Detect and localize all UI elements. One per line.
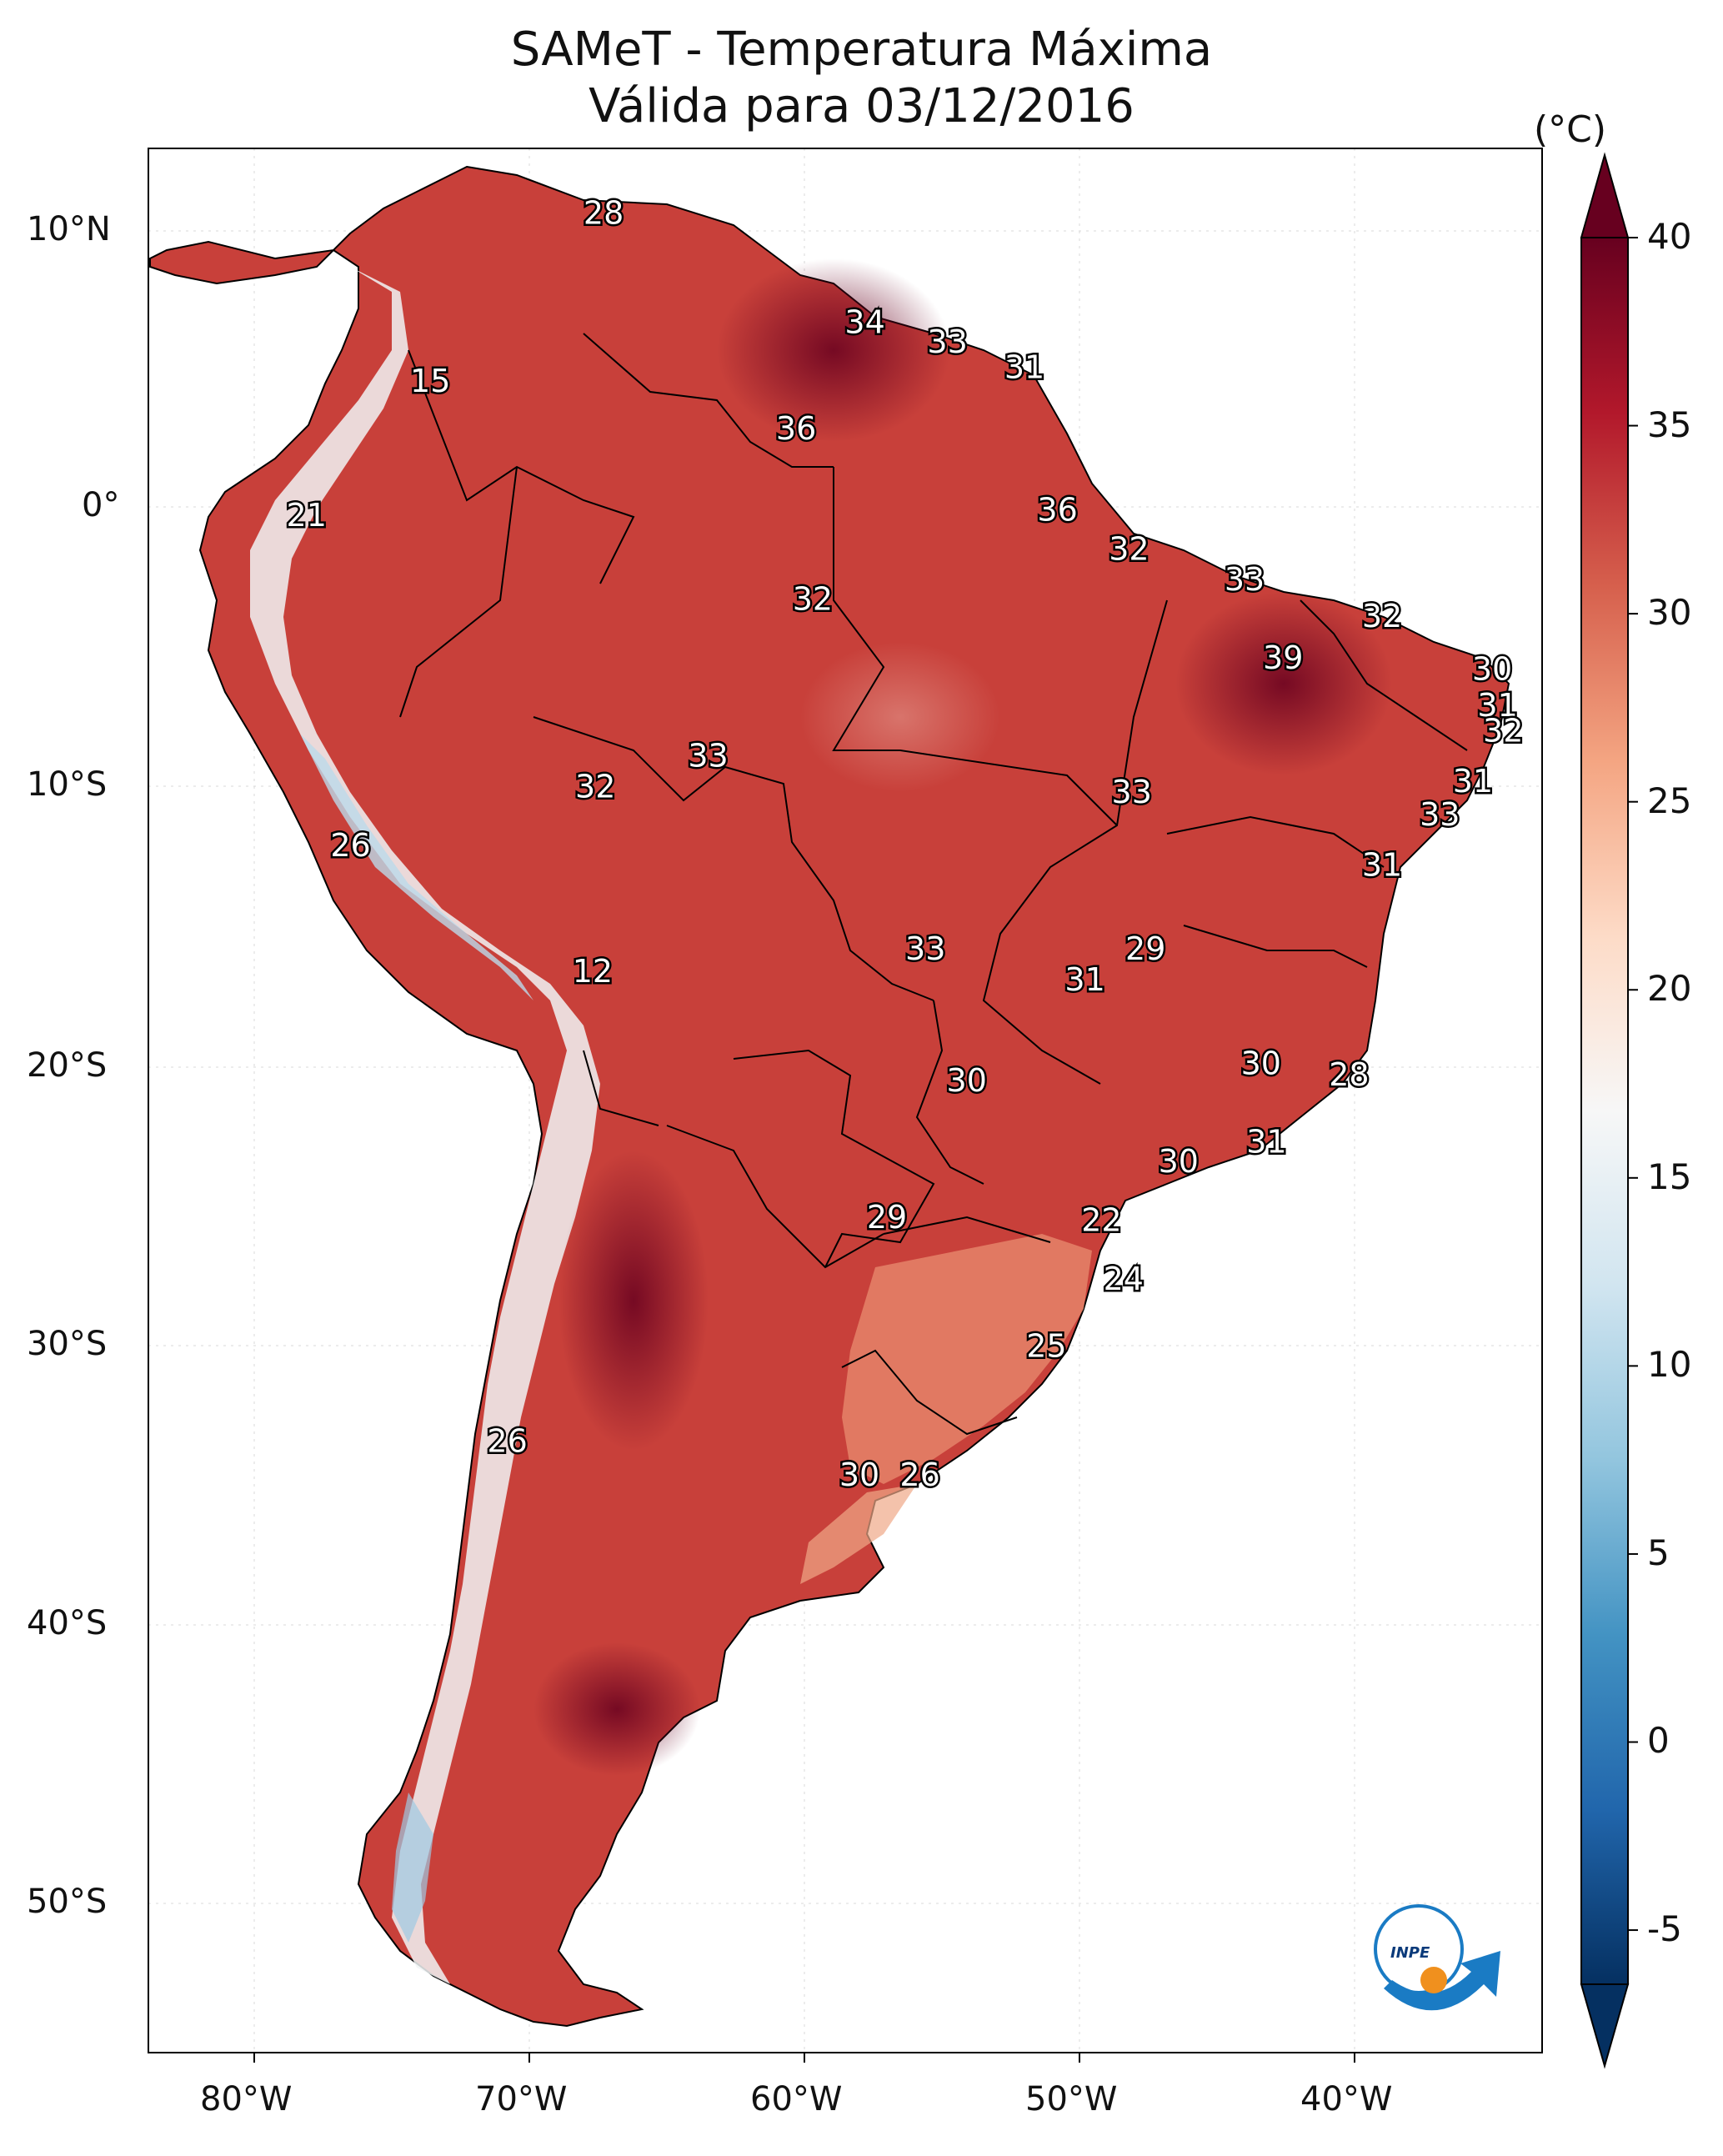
temperature-label: 33 (1225, 561, 1265, 598)
temperature-label: 31 (1477, 687, 1517, 724)
temperature-label: 30 (1241, 1045, 1281, 1082)
lon-label: 80°W (200, 2080, 293, 2118)
lat-label: 10°S (27, 765, 108, 804)
hotspot-guiana (717, 258, 950, 442)
temperature-label: 31 (1064, 961, 1104, 998)
hotspot-patagonia (533, 1642, 700, 1776)
colorbar-tick-label: 20 (1647, 968, 1692, 1010)
colorbar-tick-label: -5 (1647, 1908, 1682, 1950)
warm-amazon-interior (800, 642, 1000, 792)
temperature-label: 33 (688, 738, 728, 775)
colorbar-bottom-arrow (1580, 1983, 1630, 2069)
temperature-label: 15 (410, 363, 450, 399)
hotspot-northeast (1175, 592, 1392, 775)
temperature-label: 29 (1125, 930, 1165, 967)
temperature-label: 30 (839, 1457, 879, 1493)
lat-label: 30°S (27, 1325, 108, 1363)
temperature-label: 26 (899, 1457, 939, 1493)
temperature-label: 26 (330, 827, 370, 864)
temperature-label: 22 (1081, 1202, 1121, 1239)
temperature-label: 33 (1420, 796, 1460, 833)
country-borders (399, 333, 1468, 1436)
temperature-label: 32 (1109, 530, 1149, 567)
temperature-label: 21 (287, 497, 327, 534)
temperature-label: 30 (1472, 651, 1512, 688)
temperature-label: 33 (1112, 774, 1152, 810)
temperature-label: 31 (1453, 763, 1493, 800)
map-subtitle: Válida para 03/12/2016 (589, 79, 1134, 133)
temperature-label: 34 (844, 304, 884, 341)
colorbar-tick-label: 10 (1647, 1344, 1692, 1386)
lon-label: 60°W (750, 2080, 843, 2118)
temperature-label: 26 (487, 1423, 527, 1460)
colorbar (1580, 152, 1638, 2069)
colorbar-body (1580, 237, 1629, 1985)
andes-snow-core (300, 734, 533, 1000)
temperature-label: 32 (575, 769, 615, 805)
temperature-label: 25 (1026, 1328, 1066, 1365)
temperature-label: 36 (1037, 491, 1077, 528)
temperature-label: 28 (584, 195, 624, 232)
axis-ticks (253, 2053, 1355, 2063)
temperature-label: 33 (927, 323, 967, 360)
colorbar-top-arrow (1580, 152, 1630, 238)
colorbar-tick-label: 5 (1647, 1532, 1670, 1573)
temperature-label: 28 (1329, 1056, 1369, 1093)
uruguay-coast-mild (800, 1484, 917, 1584)
temperature-label: 32 (1362, 598, 1402, 634)
temperature-label: 36 (776, 410, 816, 447)
hotspot-chaco (558, 1151, 709, 1451)
colorbar-unit: (°C) (1534, 108, 1607, 151)
temperature-label: 24 (1104, 1261, 1144, 1297)
lat-label: 0° (82, 486, 120, 524)
southern-brazil-mild (842, 1234, 1092, 1484)
temperature-label: 39 (1263, 639, 1303, 676)
temperature-label: 30 (1159, 1143, 1199, 1180)
patagonia-cold (392, 1792, 433, 1943)
temperature-label: 12 (573, 953, 613, 990)
colorbar-tick-label: 30 (1647, 592, 1692, 634)
temperature-label: 31 (1004, 348, 1044, 385)
map-frame (148, 148, 1543, 2053)
colorbar-tick-label: 15 (1647, 1156, 1692, 1197)
lon-label: 70°W (475, 2080, 568, 2118)
colorbar-tick-label: 35 (1647, 404, 1692, 445)
temperature-label: 29 (867, 1199, 907, 1236)
lat-label: 40°S (27, 1604, 108, 1642)
lon-label: 40°W (1300, 2080, 1393, 2118)
colorbar-tick-label: 25 (1647, 780, 1692, 821)
lon-label: 50°W (1025, 2080, 1118, 2118)
map-title: SAMeT - Temperatura Máxima (510, 23, 1213, 77)
temperature-label: 32 (1483, 712, 1523, 749)
lat-label: 20°S (27, 1046, 108, 1085)
colorbar-ticks (1628, 237, 1638, 1932)
inpe-logo: INPE (1374, 1904, 1500, 2011)
temperature-label: 33 (905, 930, 945, 967)
temperature-label: 30 (947, 1062, 987, 1099)
lat-label: 50°S (27, 1883, 108, 1921)
temperature-label: 31 (1362, 846, 1402, 883)
temperature-label: 32 (793, 581, 833, 618)
inpe-logo-text: INPE (1390, 1944, 1430, 1962)
temperature-label: 31 (1246, 1124, 1286, 1161)
colorbar-tick-label: 0 (1647, 1720, 1670, 1762)
lat-label: 10°N (27, 210, 111, 248)
colorbar-tick-label: 40 (1647, 216, 1692, 257)
